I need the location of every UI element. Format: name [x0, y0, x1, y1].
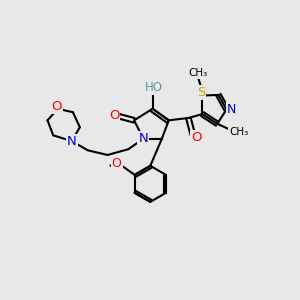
Text: N: N — [227, 103, 236, 116]
Text: O: O — [112, 158, 122, 170]
Text: S: S — [197, 85, 205, 99]
Text: O: O — [109, 109, 119, 122]
Text: N: N — [67, 135, 76, 148]
Text: O: O — [191, 131, 202, 144]
Text: O: O — [52, 100, 62, 113]
Text: HO: HO — [145, 81, 163, 94]
Text: CH₃: CH₃ — [229, 127, 248, 137]
Text: N: N — [139, 132, 148, 145]
Text: CH₃: CH₃ — [188, 68, 208, 78]
